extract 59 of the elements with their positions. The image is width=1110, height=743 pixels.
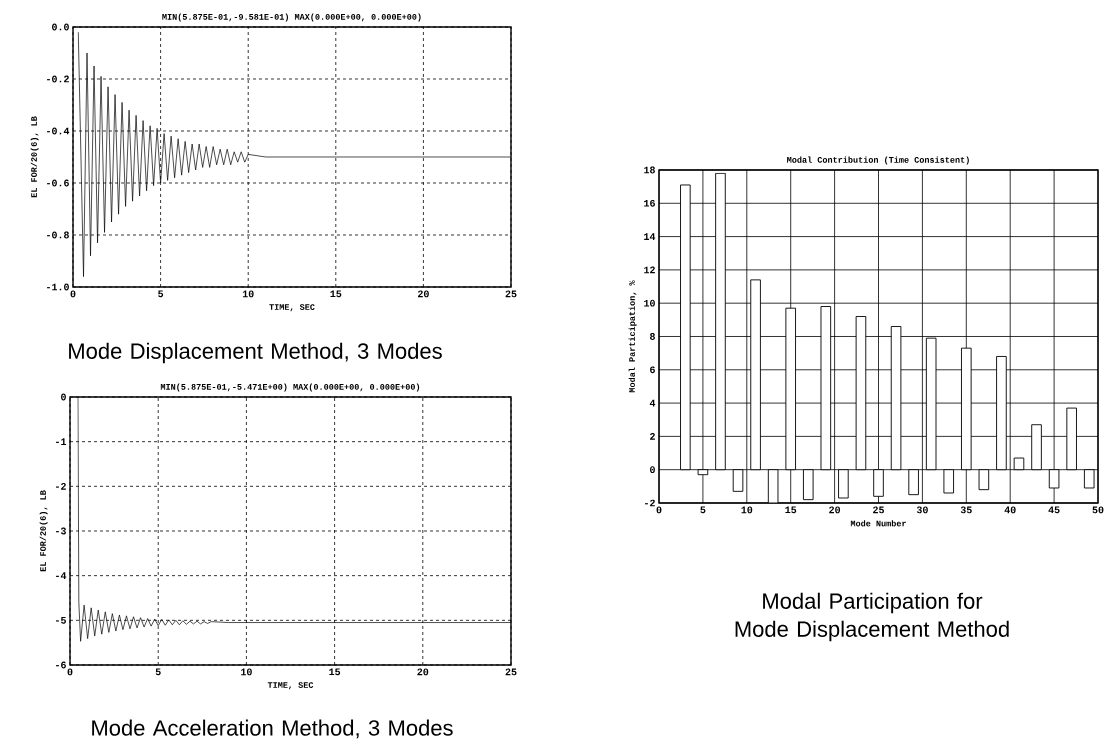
x-tick-label: 0 (656, 506, 662, 514)
x-tick-label: 15 (329, 668, 341, 676)
x-axis-title: TIME, SEC (269, 304, 315, 312)
x-tick-label: 20 (418, 290, 429, 298)
y-tick-label: 16 (644, 199, 655, 207)
y-axis-title: EL FOR/20(6), LB (39, 490, 48, 572)
y-tick-label: -1.0 (47, 283, 69, 291)
x-tick-label: 20 (829, 506, 841, 514)
y-tick-label: -2 (645, 499, 655, 507)
y-tick-label: 12 (644, 266, 655, 274)
y-tick-label: -4 (56, 572, 67, 579)
bar (873, 469, 884, 497)
y-tick-label: 4 (649, 399, 656, 407)
y-tick-label: -1 (56, 438, 67, 445)
x-tick-label: 25 (873, 506, 884, 514)
x-tick-label: 25 (505, 290, 517, 298)
y-tick-label: 2 (650, 433, 655, 440)
x-axis-title: TIME, SEC (267, 682, 314, 690)
y-tick-label: 18 (644, 166, 655, 174)
y-tick-label: 10 (644, 299, 655, 307)
x-tick-label: 35 (960, 506, 972, 514)
x-tick-label: 15 (330, 290, 342, 298)
x-tick-label: 10 (242, 290, 254, 298)
chart-title: MIN(5.875E-01,-5.471E+00) MAX(0.000E+00, 0.000E+00) (160, 383, 420, 392)
text: Modal Participation for Mode Displacement Method (735, 592, 1009, 642)
x-tick-label: 50 (1092, 506, 1104, 514)
x-tick-label: 25 (505, 668, 517, 676)
y-tick-label: 8 (650, 333, 655, 340)
y-tick-label: -3 (56, 527, 66, 535)
y-tick-label: 0 (61, 393, 66, 401)
y-axis-title: Modal Participation, % (628, 280, 637, 393)
text: Mode Displacement Method, 3 Modes (69, 342, 442, 364)
x-axis-title: Mode Number (850, 520, 906, 527)
x-tick-label: 40 (1004, 506, 1016, 514)
x-tick-label: 5 (155, 668, 161, 676)
y-tick-label: 14 (644, 233, 656, 240)
x-tick-label: 10 (741, 506, 753, 514)
x-tick-label: 30 (916, 506, 928, 514)
y-tick-label: -0.8 (47, 231, 69, 239)
x-tick-label: 5 (700, 506, 706, 514)
y-axis-title: EL FOR/20(6), LB (30, 116, 39, 198)
chart-title: Modal Contribution (Time Consistent) (787, 156, 969, 165)
y-tick-label: -0.6 (47, 179, 69, 187)
y-tick-label: -0.2 (47, 75, 69, 83)
text: Mode Acceleration Method, 3 Modes (92, 719, 453, 739)
y-tick-label: -0.4 (47, 127, 70, 135)
x-tick-label: 10 (241, 668, 252, 676)
x-tick-label: 45 (1048, 506, 1060, 514)
y-tick-label: 0.0 (52, 23, 69, 31)
chart-title: MIN(5.875E-01,-9.581E-01) MAX(0.000E+00, 0.000E+00) (162, 13, 421, 22)
y-tick-label: -2 (56, 482, 66, 490)
y-tick-label: -6 (56, 661, 66, 669)
x-tick-label: 5 (158, 290, 164, 298)
x-tick-label: 15 (785, 506, 797, 514)
x-tick-label: 20 (417, 668, 429, 676)
x-tick-label: 0 (70, 290, 76, 298)
y-tick-label: -5 (56, 616, 66, 624)
y-tick-label: 6 (650, 366, 655, 374)
y-tick-label: 0 (650, 466, 655, 474)
